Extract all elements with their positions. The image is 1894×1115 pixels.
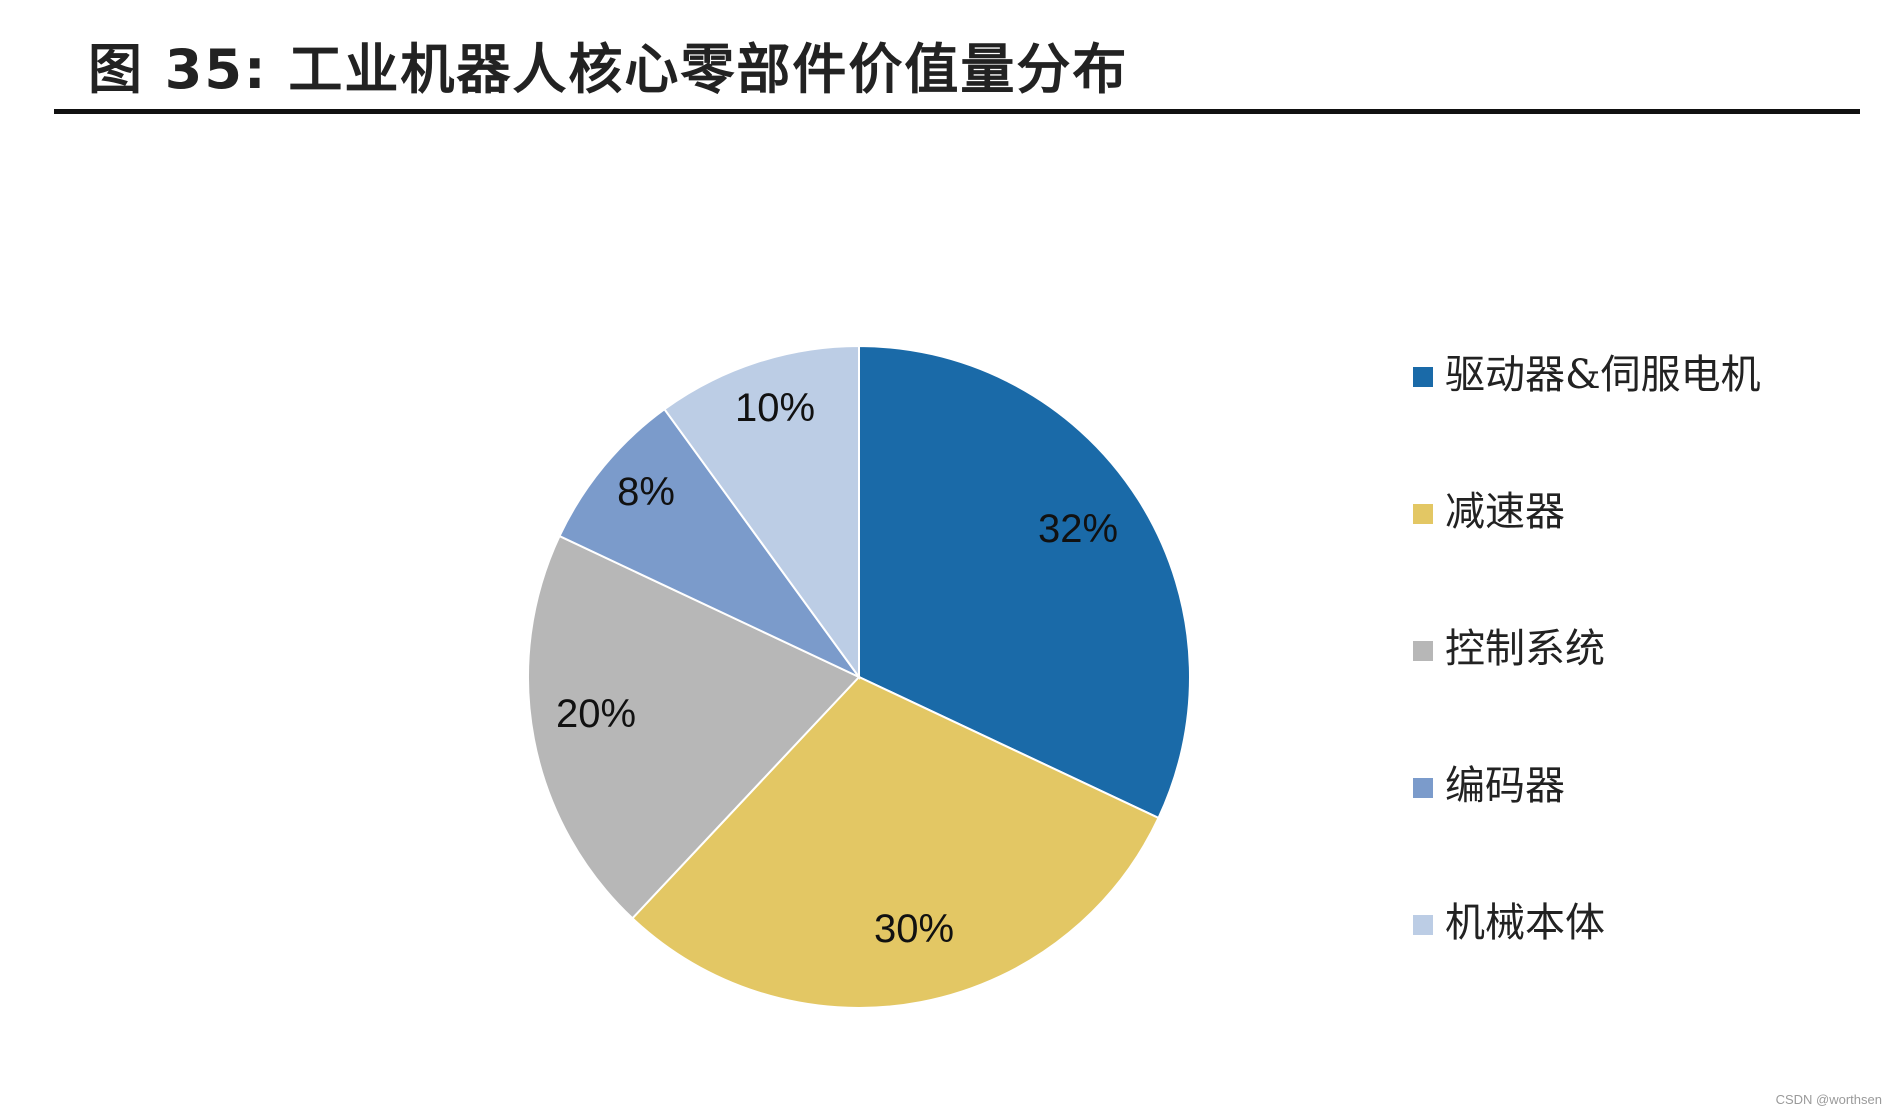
legend-item: 编码器: [1413, 756, 1761, 893]
legend-swatch: [1413, 778, 1433, 798]
pie-slices: [527, 344, 1191, 1009]
legend-item: 减速器: [1413, 482, 1761, 619]
legend-label: 机械本体: [1445, 900, 1605, 946]
legend-item: 控制系统: [1413, 619, 1761, 756]
legend-swatch: [1413, 915, 1433, 935]
chart-legend: 驱动器&伺服电机 减速器控制系统编码器机械本体: [1413, 345, 1761, 1030]
legend-label: 减速器: [1445, 489, 1565, 535]
pie-slice: [663, 344, 860, 681]
legend-item: 机械本体: [1413, 893, 1761, 1030]
pie-value-label: 8%: [617, 470, 675, 514]
pie-value-label: 10%: [735, 386, 815, 430]
pie-value-label: 32%: [1038, 507, 1118, 551]
legend-swatch: [1413, 367, 1433, 387]
chart-title: 图 35: 工业机器人核心零部件价值量分布: [88, 38, 1129, 101]
legend-swatch: [1413, 504, 1433, 524]
pie-slice: [558, 407, 860, 678]
legend-label: 控制系统: [1445, 626, 1605, 672]
pie-value-label: 20%: [556, 692, 636, 736]
pie-slice: [630, 675, 1160, 1009]
legend-label: 驱动器&伺服电机: [1445, 352, 1761, 398]
legend-swatch: [1413, 641, 1433, 661]
pie-value-labels: 32% 30% 20% 8% 10%: [556, 386, 1118, 951]
watermark: CSDN @worthsen: [1775, 1092, 1882, 1107]
legend-item: 驱动器&伺服电机: [1413, 345, 1761, 482]
pie-value-label: 30%: [874, 907, 954, 951]
title-underline: [54, 109, 1860, 114]
legend-label: 编码器: [1445, 763, 1565, 809]
pie-slice: [527, 534, 861, 920]
pie-slice: [858, 344, 1191, 820]
